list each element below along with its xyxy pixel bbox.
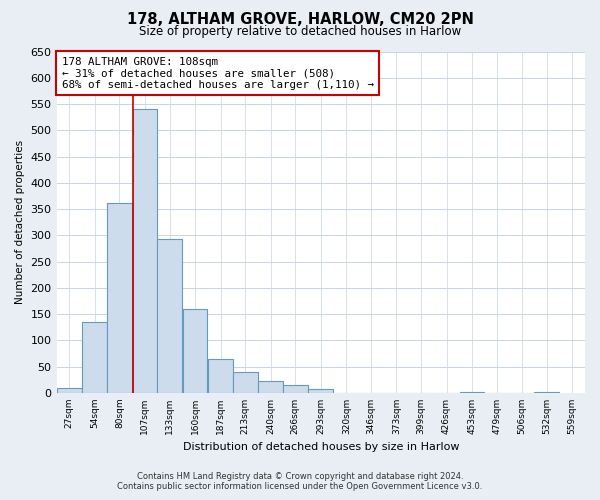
Bar <box>535 392 559 393</box>
Bar <box>258 382 283 393</box>
Bar <box>107 203 132 393</box>
Bar <box>233 372 257 393</box>
Bar <box>460 392 484 393</box>
Bar <box>57 388 82 393</box>
Text: Contains HM Land Registry data © Crown copyright and database right 2024.
Contai: Contains HM Land Registry data © Crown c… <box>118 472 482 491</box>
Bar <box>82 322 107 393</box>
Y-axis label: Number of detached properties: Number of detached properties <box>15 140 25 304</box>
Bar <box>157 239 182 393</box>
Bar <box>182 309 208 393</box>
Bar <box>308 390 333 393</box>
Text: Size of property relative to detached houses in Harlow: Size of property relative to detached ho… <box>139 25 461 38</box>
Text: 178 ALTHAM GROVE: 108sqm
← 31% of detached houses are smaller (508)
68% of semi-: 178 ALTHAM GROVE: 108sqm ← 31% of detach… <box>62 56 374 90</box>
Text: 178, ALTHAM GROVE, HARLOW, CM20 2PN: 178, ALTHAM GROVE, HARLOW, CM20 2PN <box>127 12 473 28</box>
Bar <box>283 385 308 393</box>
Bar <box>133 110 157 393</box>
Bar <box>208 359 233 393</box>
X-axis label: Distribution of detached houses by size in Harlow: Distribution of detached houses by size … <box>182 442 459 452</box>
